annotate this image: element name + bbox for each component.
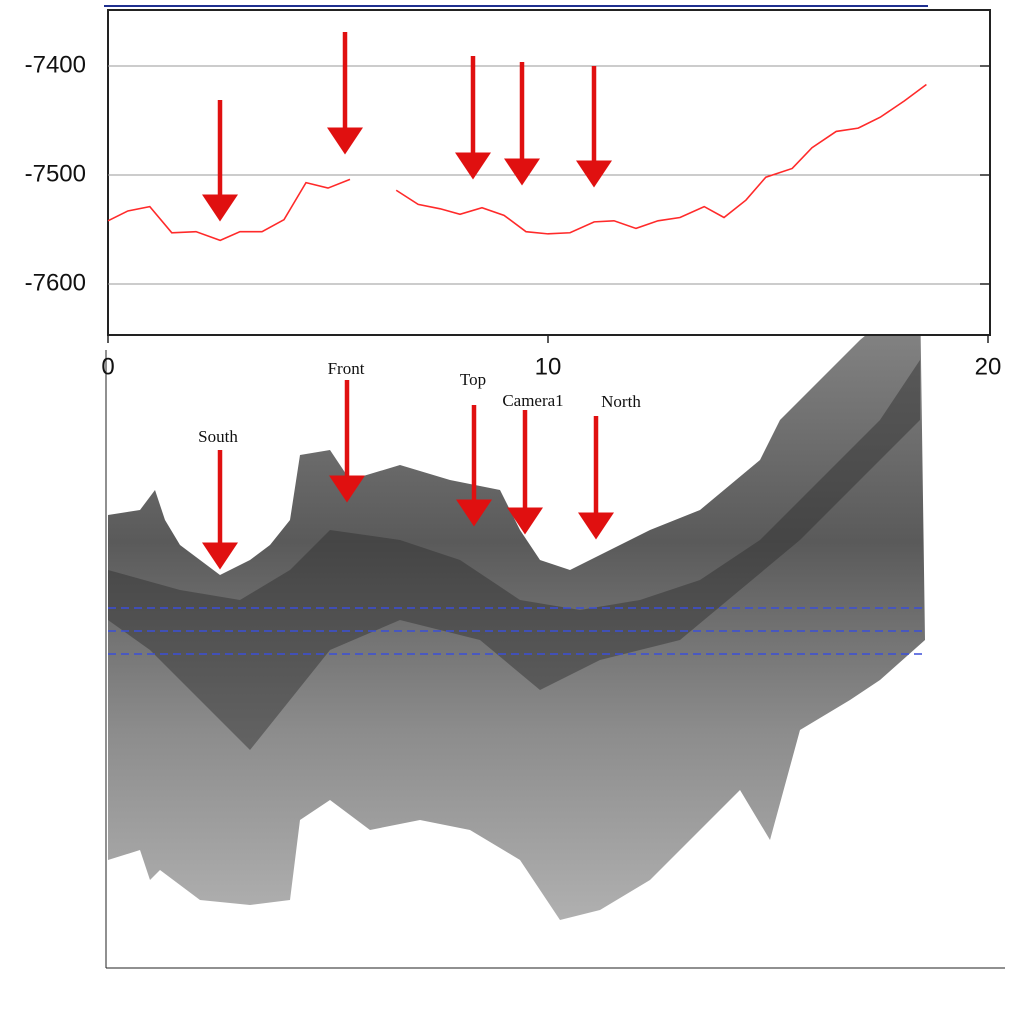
- y-tick-label: -7500: [25, 160, 86, 187]
- y-tick-label: -7400: [25, 51, 86, 78]
- annotation: Front: [328, 359, 365, 378]
- annotation: South: [198, 427, 238, 446]
- x-tick-label: 20: [975, 353, 1002, 380]
- x-tick-label: 0: [101, 353, 114, 380]
- plot: -7400 -7500 -7600 0 10 20: [25, 51, 1002, 380]
- data-line: [107, 178, 351, 242]
- echogram: [105, 290, 1005, 969]
- annotation: Top: [460, 370, 486, 389]
- x-tick-label: 10: [535, 353, 562, 380]
- plot-frame: [107, 9, 991, 336]
- echogram-area: [108, 290, 925, 920]
- annotation: North: [601, 392, 641, 411]
- y-tick-label: -7600: [25, 269, 86, 296]
- arrows: South Front Top Camera1 North: [198, 32, 641, 570]
- echogram-dark-band: [108, 360, 920, 750]
- annotation: Camera1: [502, 391, 563, 410]
- data-line: [395, 83, 927, 235]
